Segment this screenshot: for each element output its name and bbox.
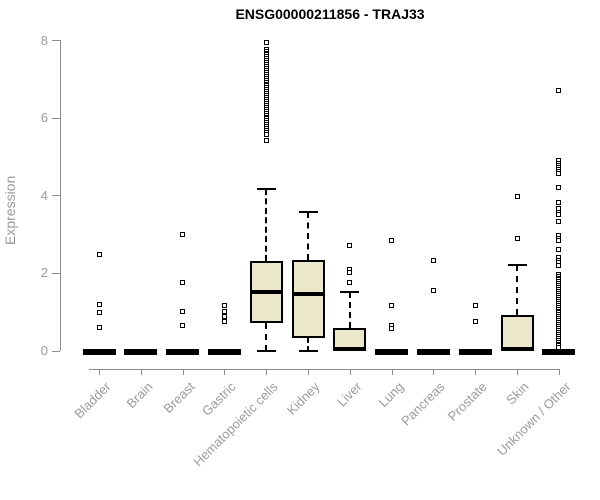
chart-title: ENSG00000211856 - TRAJ33 [235,6,425,22]
y-axis-label: Expression [2,175,18,245]
x-axis-tick [349,369,351,375]
upper-whisker-cap [298,211,318,214]
y-axis-tick [52,117,60,119]
outlier-point [96,251,102,257]
x-axis-tick [558,369,560,375]
y-axis-tick [52,195,60,197]
outlier-point [556,218,562,224]
outlier-point [430,287,436,293]
outlier-point [347,243,353,249]
collapsed-box [207,349,241,355]
collapsed-box [416,349,450,355]
upper-whisker-cap [256,187,276,190]
outlier-point [263,138,269,144]
outlier-point [180,280,186,286]
upper-whisker [516,264,518,316]
lower-whisker-cap [298,350,318,352]
y-axis-tick-label: 6 [40,110,48,126]
outlier-point [263,131,269,137]
y-axis-tick-label: 4 [40,187,48,203]
outlier-point [347,269,353,275]
y-axis-tick [52,40,60,42]
y-axis-tick [52,272,60,274]
y-axis-tick-label: 0 [40,343,48,358]
box [500,315,534,351]
outlier-point [263,40,269,46]
outlier-point [472,303,478,309]
outlier-point [180,322,186,328]
collapsed-box [542,349,576,355]
outlier-point [221,303,227,309]
outlier-point [389,238,395,244]
x-axis-tick [433,369,435,375]
x-axis-tick [224,369,226,375]
outlier-point [556,211,562,217]
median-line [333,347,367,352]
outlier-point [556,246,562,252]
outlier-point [556,345,562,351]
x-axis-tick [475,369,477,375]
outlier-point [556,185,562,191]
outlier-point [221,314,227,320]
lower-whisker-cap [256,350,276,352]
outlier-point [221,309,227,315]
median-line [291,292,325,297]
outlier-point [389,326,395,332]
collapsed-box [82,349,116,355]
median-line [500,347,534,352]
collapsed-box [124,349,158,355]
upper-whisker-cap [507,263,527,266]
y-axis-tick-label: 2 [40,265,48,281]
y-axis-tick-label: 8 [40,32,48,48]
outlier-point [472,319,478,325]
outlier-point [556,238,562,244]
upper-whisker [348,292,351,328]
collapsed-box [458,349,492,355]
upper-whisker [265,188,268,261]
x-axis-tick [517,369,518,375]
x-axis-tick [308,369,309,375]
outlier-point [96,310,102,316]
lower-whisker [265,322,268,351]
outlier-point [347,280,353,286]
x-axis-tick [140,369,142,375]
outlier-point [96,301,102,307]
x-axis-tick [391,369,393,375]
x-axis-line [89,369,560,370]
collapsed-box [375,349,409,355]
x-axis-tick [99,369,100,375]
x-axis-tick [266,369,268,375]
outlier-point [556,263,562,269]
collapsed-box [166,349,200,355]
outlier-point [514,194,520,200]
upper-whisker-cap [340,291,360,294]
outlier-point [389,303,395,309]
outlier-point [430,257,436,263]
y-axis-line [60,40,61,351]
median-line [249,289,283,294]
x-axis-tick [182,369,184,375]
outlier-point [514,235,520,241]
y-axis-tick [52,350,60,352]
outlier-point [180,232,186,238]
outlier-point [221,319,227,325]
outlier-point [556,171,562,177]
upper-whisker [307,212,309,261]
outlier-point [556,199,562,205]
box [291,260,325,338]
lower-whisker [307,337,309,351]
outlier-point [556,88,562,94]
outlier-point [180,308,186,314]
outlier-point [96,325,102,331]
